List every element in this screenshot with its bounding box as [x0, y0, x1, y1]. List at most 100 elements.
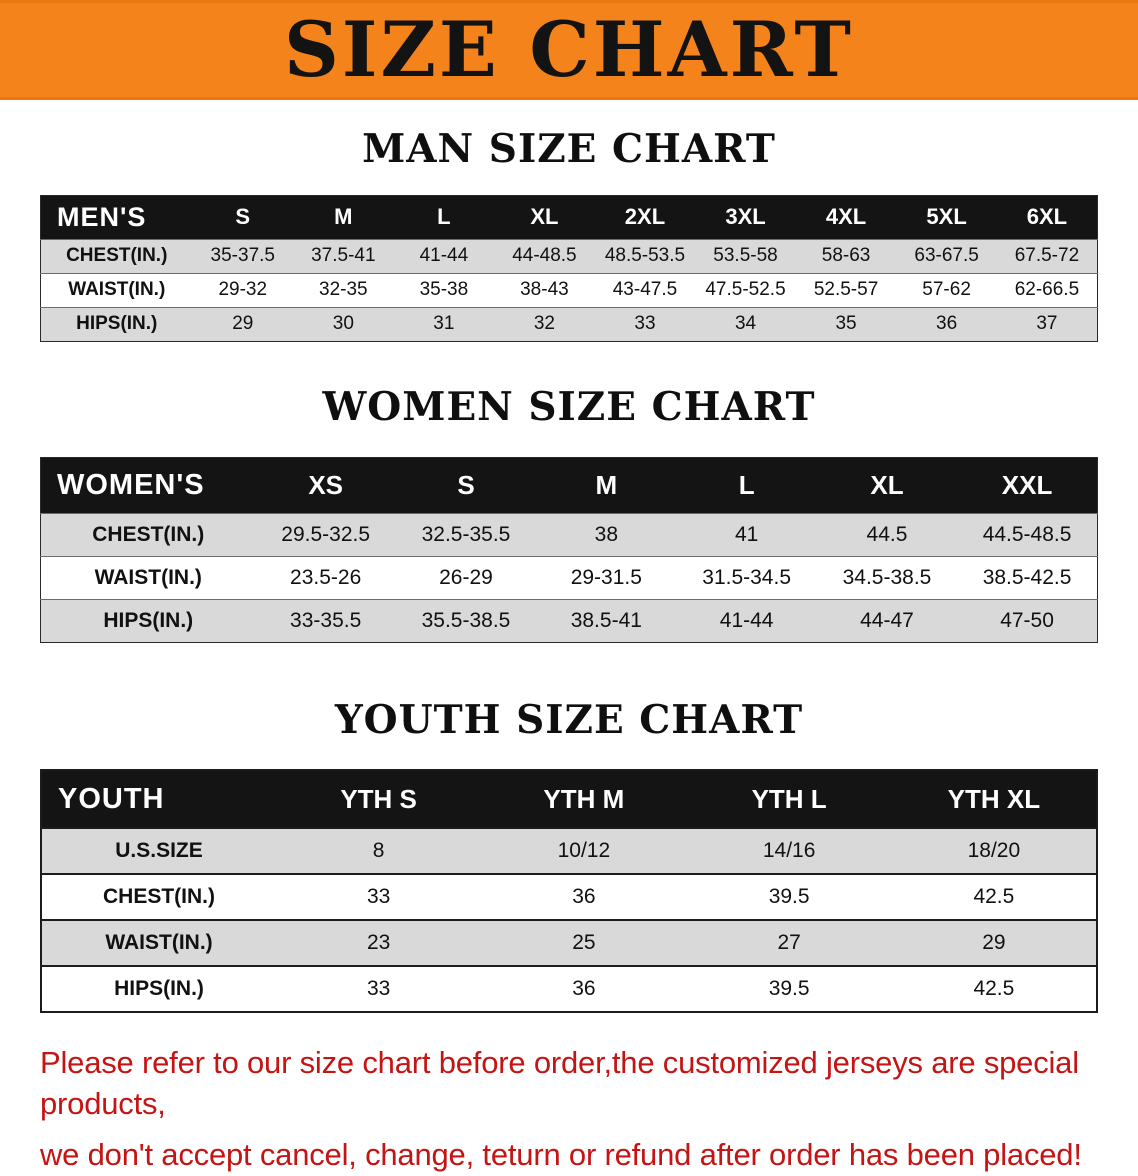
measurement-value: 37.5-41 — [311, 245, 376, 267]
measurement-value: 32.5-35.5 — [421, 522, 511, 546]
measurement-label: WAIST(IN.) — [105, 931, 213, 955]
measurement-label: HIPS(IN.) — [76, 313, 158, 335]
measurement-value: 33 — [634, 313, 656, 335]
measurement-value: 62-66.5 — [1014, 279, 1080, 301]
page-title: SIZE CHART — [284, 5, 854, 94]
measurement-value: 44-48.5 — [512, 245, 577, 267]
measurement-value: 31.5-34.5 — [702, 565, 792, 589]
measurement-value: 27 — [777, 931, 801, 955]
measurement-value: 26-29 — [439, 565, 493, 589]
mens-size-table-wrap: MEN'S S M L XL 2XL 3XL 4XL 5XL 6XL CHEST(IN.) 35-37… — [0, 194, 1138, 342]
measurement-value: 29-31.5 — [570, 565, 642, 589]
measurement-row: HIPS(IN.) 33 36 39.5 42.5 — [41, 966, 1097, 1013]
disclaimer-line-1: Please refer to our size chart before or… — [40, 1045, 1079, 1122]
womens-size-table-wrap: WOMEN'S XS S M L XL XXL CHEST(IN.) 29.5-32.5 32.5… — [0, 456, 1138, 643]
measurement-label: CHEST(IN.) — [92, 522, 205, 546]
measurement-value: 25 — [572, 931, 596, 955]
measurement-value: 48.5-53.5 — [604, 245, 686, 267]
measurement-row: WAIST(IN.) 23 25 27 29 — [41, 920, 1097, 967]
measurement-value: 42.5 — [973, 977, 1015, 1001]
size-column-header: 5XL — [896, 195, 997, 240]
measurement-row: CHEST(IN.) 35-37.5 37.5-41 41-44 44-48.5 48.5… — [40, 239, 1098, 274]
size-column-header: XS — [255, 457, 396, 514]
measurement-value: 47-50 — [1000, 608, 1054, 632]
size-column-header: XL — [816, 457, 958, 514]
size-table: YOUTH YTH S YTH M YTH L YTH XL U.S.SIZE 8 10/12… — [40, 769, 1098, 1014]
measurement-row: WAIST(IN.) 23.5-26 26-29 29-31.5 31.5-34.5 34… — [40, 556, 1098, 600]
size-column-header: L — [676, 457, 817, 514]
measurement-value: 33-35.5 — [290, 608, 362, 632]
measurement-value: 47.5-52.5 — [705, 279, 786, 301]
measurement-value: 41-44 — [719, 608, 774, 632]
table-group-label: MEN'S — [40, 195, 193, 240]
measurement-value: 36 — [572, 885, 596, 909]
measurement-value: 44.5 — [866, 522, 908, 546]
measurement-value: 33 — [366, 885, 391, 909]
measurement-value: 33 — [366, 977, 391, 1001]
measurement-value: 38.5-41 — [570, 608, 642, 632]
measurement-value: 36 — [936, 313, 958, 335]
measurement-row: WAIST(IN.) 29-32 32-35 35-38 38-43 43-47.5 47.… — [40, 273, 1098, 308]
table-group-label: YOUTH — [41, 770, 276, 829]
measurement-value: 29 — [232, 313, 254, 335]
measurement-value: 31 — [433, 313, 455, 335]
size-column-header: M — [536, 457, 677, 514]
measurement-label: HIPS(IN.) — [114, 977, 204, 1001]
measurement-value: 39.5 — [768, 977, 810, 1001]
measurement-value: 44.5-48.5 — [982, 522, 1072, 546]
measurement-value: 63-67.5 — [914, 245, 979, 267]
measurement-value: 57-62 — [922, 279, 971, 301]
measurement-value: 38.5-42.5 — [982, 565, 1072, 589]
youth-size-chart-section: YOUTH SIZE CHART YOUTH YTH S YTH M YTH L YTH… — [0, 697, 1138, 1014]
measurement-value: 10/12 — [557, 839, 611, 863]
measurement-label: CHEST(IN.) — [66, 245, 168, 267]
size-table-header-row: WOMEN'S XS S M L XL XXL — [40, 457, 1098, 514]
measurement-value: 18/20 — [967, 839, 1021, 863]
size-column-header: L — [393, 195, 495, 240]
measurement-value: 32-35 — [319, 279, 368, 301]
size-table-header-row: YOUTH YTH S YTH M YTH L YTH XL — [41, 770, 1097, 829]
disclaimer: Please refer to our size chart before or… — [40, 1043, 1124, 1176]
measurement-value: 41-44 — [419, 245, 469, 267]
youth-size-chart-heading: YOUTH SIZE CHART — [334, 696, 804, 743]
measurement-value: 32 — [533, 313, 555, 335]
size-column-header: 6XL — [996, 195, 1098, 240]
measurement-label: CHEST(IN.) — [103, 885, 215, 909]
measurement-value: 35.5-38.5 — [421, 608, 511, 632]
women-size-chart-heading: WOMEN SIZE CHART — [322, 383, 816, 430]
measurement-label: U.S.SIZE — [115, 839, 203, 863]
table-group-label: WOMEN'S — [40, 457, 256, 514]
measurement-value: 29-32 — [218, 279, 268, 301]
size-table: MEN'S S M L XL 2XL 3XL 4XL 5XL 6XL CHEST(IN.) 35-37… — [40, 194, 1098, 342]
size-table-header-row: MEN'S S M L XL 2XL 3XL 4XL 5XL 6XL — [40, 195, 1098, 240]
measurement-value: 29 — [982, 931, 1006, 955]
measurement-value: 53.5-58 — [713, 245, 778, 267]
measurement-row: U.S.SIZE 8 10/12 14/16 18/20 — [41, 828, 1097, 875]
measurement-value: 23 — [366, 931, 391, 955]
measurement-value: 35-37.5 — [210, 245, 275, 267]
measurement-label: WAIST(IN.) — [68, 279, 166, 301]
measurement-label: HIPS(IN.) — [103, 608, 194, 632]
man-size-chart-section: MAN SIZE CHART MEN'S S M L XL 2XL 3XL 4XL 5XL 6XL… — [0, 126, 1138, 342]
measurement-value: 52.5-57 — [813, 279, 879, 301]
size-column-header: YTH XL — [891, 770, 1097, 829]
size-column-header: YTH L — [686, 770, 892, 829]
measurement-value: 30 — [332, 313, 354, 335]
size-column-header: S — [192, 195, 294, 240]
measurement-value: 41 — [734, 522, 759, 546]
measurement-value: 36 — [572, 977, 596, 1001]
youth-size-table-wrap: YOUTH YTH S YTH M YTH L YTH XL U.S.SIZE 8 10/12… — [0, 769, 1138, 1014]
measurement-value: 38-43 — [520, 279, 569, 301]
measurement-value: 14/16 — [762, 839, 816, 863]
size-column-header: S — [395, 457, 537, 514]
size-column-header: XL — [494, 195, 595, 240]
size-column-header: YTH M — [481, 770, 687, 829]
measurement-value: 35-38 — [419, 279, 469, 301]
women-size-chart-section: WOMEN SIZE CHART WOMEN'S XS S M L XL XXL CHEST(… — [0, 384, 1138, 643]
measurement-value: 58-63 — [821, 245, 871, 267]
measurement-value: 39.5 — [768, 885, 810, 909]
measurement-value: 23.5-26 — [290, 565, 362, 589]
measurement-value: 44-47 — [860, 608, 914, 632]
measurement-row: HIPS(IN.) 33-35.5 35.5-38.5 38.5-41 41-44 44-… — [40, 599, 1098, 643]
